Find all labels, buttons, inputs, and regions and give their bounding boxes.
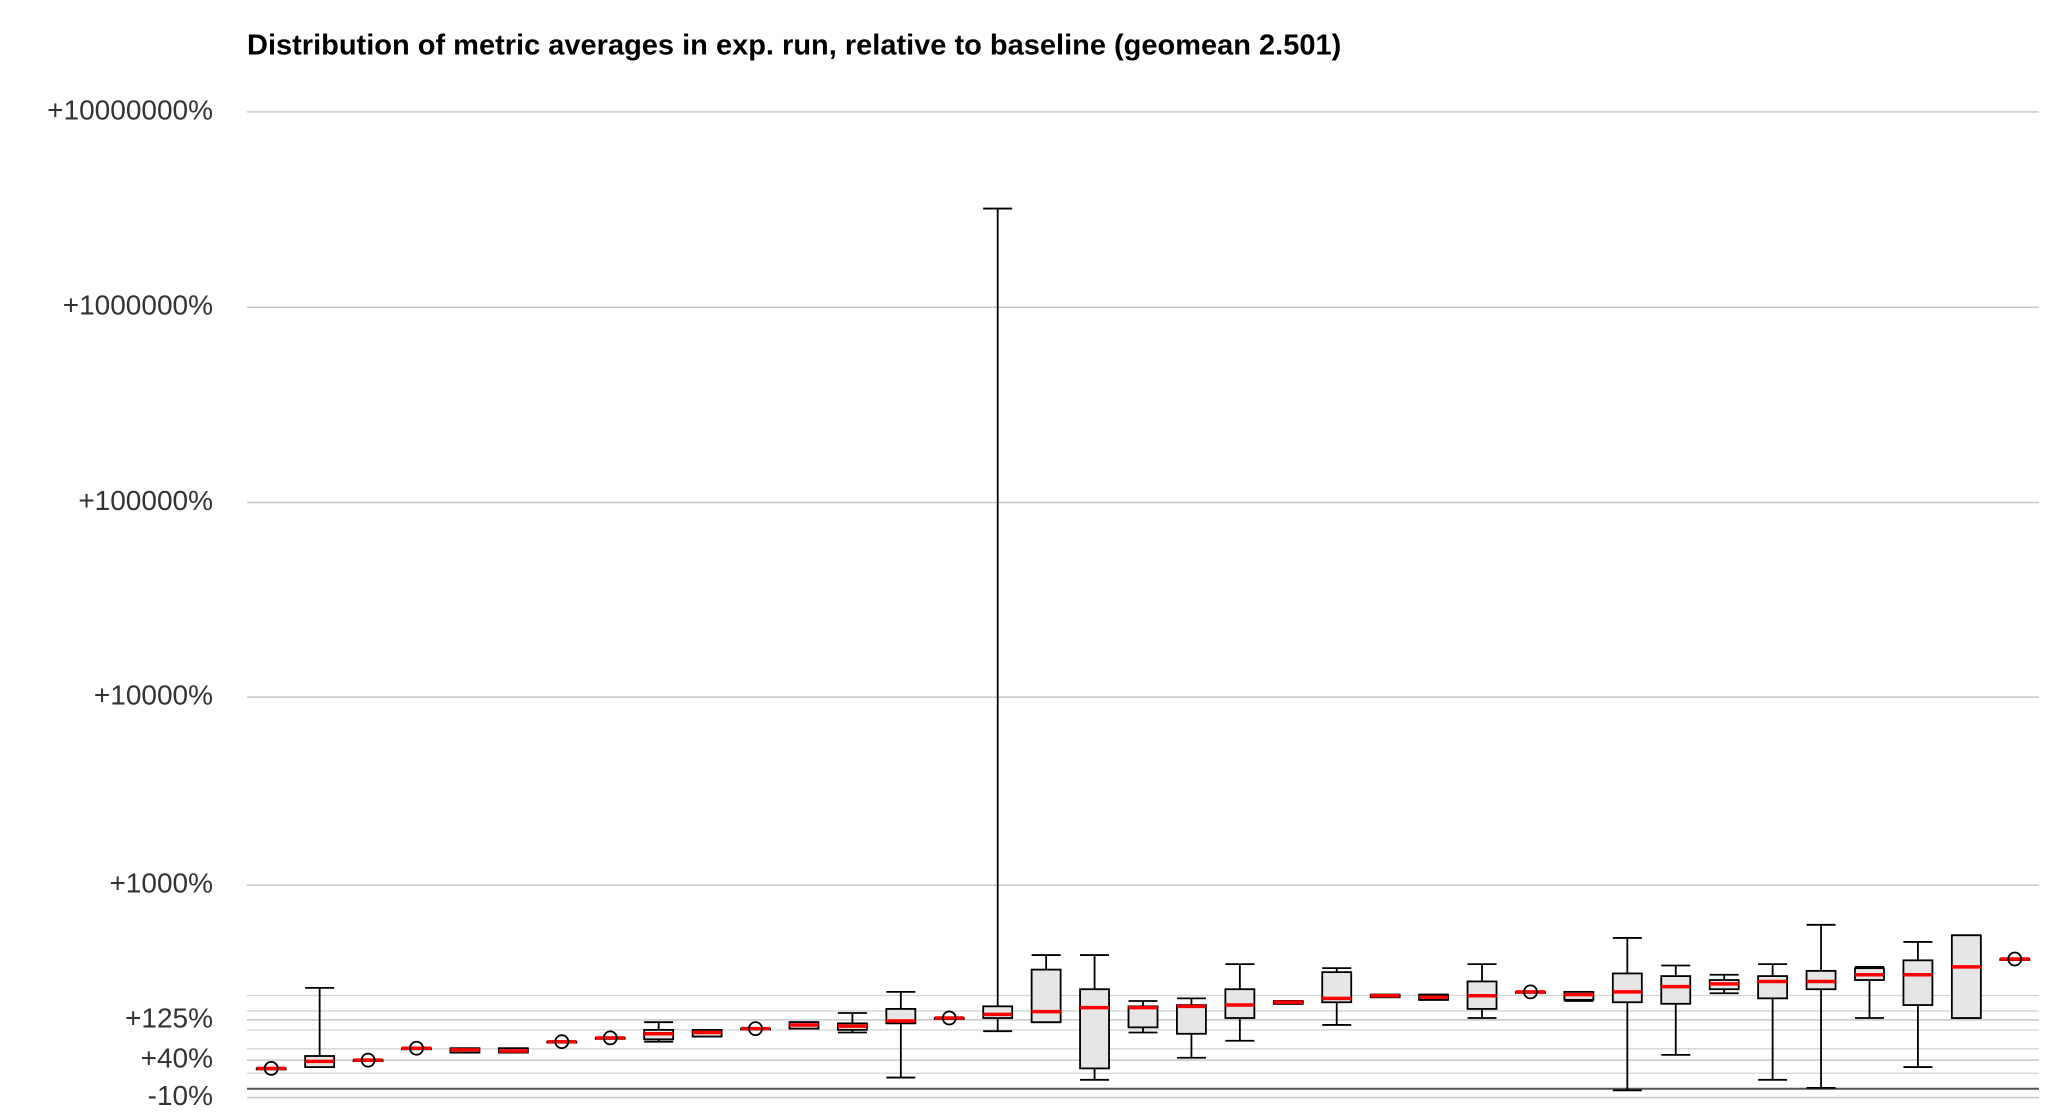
box — [1127, 1005, 1159, 1029]
y-tick-label: +100000% — [78, 485, 213, 516]
y-tick-label: +125% — [125, 1002, 213, 1033]
point — [263, 1061, 279, 1076]
point — [409, 1040, 424, 1056]
point — [1523, 984, 1538, 1000]
chart-title: Distribution of metric averages in exp. … — [247, 30, 1341, 62]
point — [748, 1021, 763, 1037]
point — [554, 1034, 570, 1050]
box — [1176, 1004, 1207, 1035]
y-tick-label: +1000000% — [63, 290, 213, 321]
y-tick-label: +40% — [141, 1043, 213, 1074]
box — [1902, 959, 1934, 1006]
y-tick-label: +10000000% — [47, 94, 213, 125]
y-tick-label: -10% — [148, 1080, 213, 1111]
point — [2007, 951, 2023, 967]
box — [1950, 934, 1982, 1019]
point — [602, 1030, 618, 1046]
box — [1757, 975, 1789, 1000]
box — [1611, 972, 1643, 1004]
box — [982, 1005, 1014, 1019]
box — [1079, 988, 1110, 1070]
box — [1660, 975, 1692, 1005]
y-tick-label: +10000% — [94, 680, 213, 711]
y-tick-label: +1000% — [109, 868, 213, 899]
point — [360, 1052, 376, 1068]
box — [1030, 968, 1062, 1024]
point — [941, 1010, 957, 1026]
